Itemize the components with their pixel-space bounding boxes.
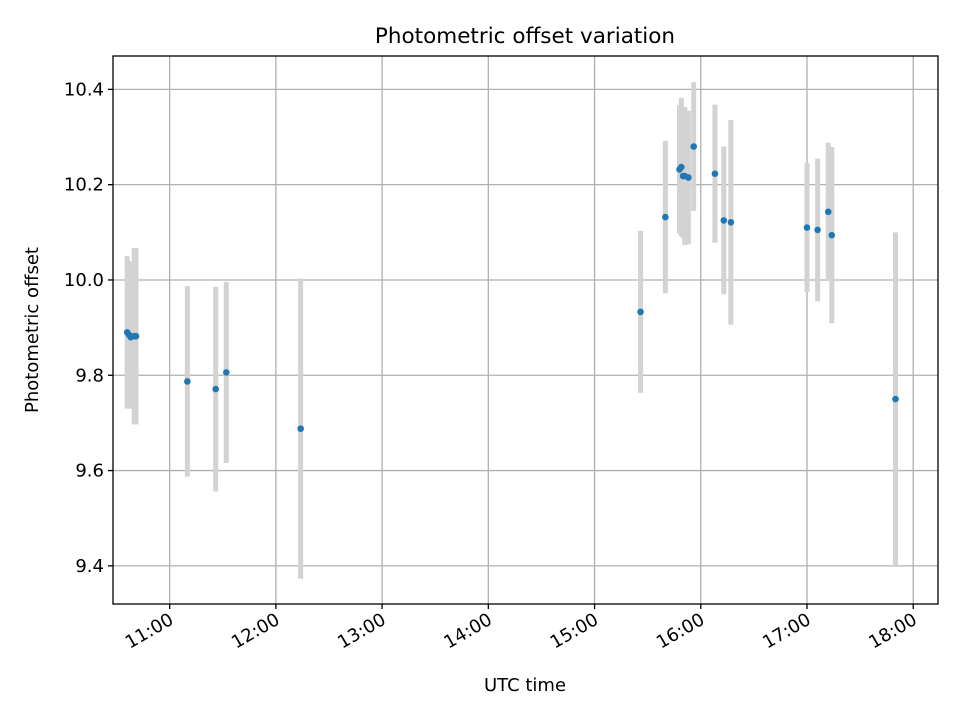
y-axis-label: Photometric offset: [22, 247, 43, 413]
y-axis: 9.4 9.6 9.8 10.0 10.2 10.4: [64, 79, 113, 577]
data-point: [132, 332, 140, 340]
y-tick-label: 9.6: [75, 461, 104, 482]
data-point: [824, 208, 832, 216]
data-points: [123, 143, 899, 432]
data-point: [223, 369, 230, 376]
data-point: [720, 217, 728, 224]
data-point: [814, 226, 821, 234]
data-point: [297, 425, 304, 432]
y-tick-label: 10.4: [64, 79, 104, 100]
data-point: [803, 224, 811, 231]
y-tick-label: 9.4: [75, 556, 104, 577]
data-point: [212, 385, 219, 393]
data-point: [711, 170, 719, 178]
data-point: [637, 308, 644, 316]
data-point: [677, 163, 685, 171]
data-point: [662, 213, 669, 221]
data-point: [727, 219, 735, 226]
grid: [113, 56, 938, 604]
y-tick-label: 10.2: [64, 175, 104, 196]
data-point: [184, 378, 191, 385]
y-tick-label: 10.0: [64, 270, 104, 291]
data-point: [828, 231, 836, 239]
chart-title: Photometric offset variation: [375, 24, 675, 49]
plot-frame: [112, 55, 939, 605]
data-point: [690, 143, 697, 150]
y-tick-label: 9.8: [75, 365, 104, 386]
data-point: [892, 395, 899, 403]
data-point: [685, 174, 692, 181]
x-axis-label: UTC time: [484, 675, 566, 696]
